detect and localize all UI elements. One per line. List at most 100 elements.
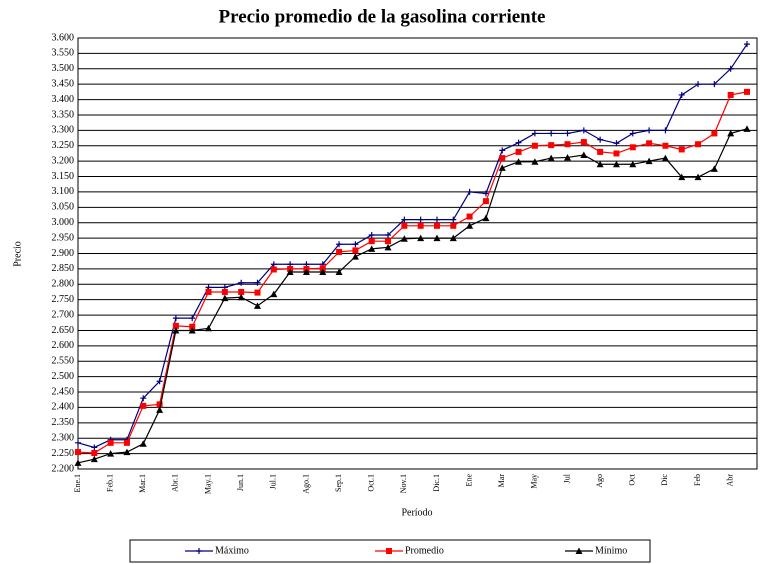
y-tick-label: 3.600	[52, 32, 75, 43]
point	[75, 449, 81, 456]
point	[205, 324, 213, 332]
point	[678, 91, 685, 98]
point	[368, 245, 376, 252]
point	[597, 148, 604, 155]
point	[140, 395, 147, 402]
point	[662, 127, 669, 134]
point	[286, 268, 294, 275]
point	[695, 141, 702, 148]
y-tick-label: 3.050	[52, 202, 75, 213]
x-tick-label: May.1	[203, 474, 212, 494]
point	[499, 147, 506, 154]
point	[548, 130, 555, 137]
y-tick-label: 2.350	[52, 417, 75, 428]
y-tick-label: 3.000	[52, 217, 75, 228]
point	[596, 160, 604, 168]
x-tick-label: Oct	[628, 473, 637, 485]
point	[352, 241, 359, 248]
point	[400, 235, 408, 242]
point	[254, 279, 261, 286]
point	[449, 234, 457, 242]
point	[91, 449, 98, 456]
point	[744, 41, 750, 48]
y-tick-label: 3.300	[52, 125, 75, 136]
point	[564, 153, 572, 161]
point	[238, 279, 245, 286]
point	[629, 160, 637, 168]
y-tick-label: 2.900	[52, 248, 75, 259]
point	[515, 139, 522, 146]
chart-title: Precio promedio de la gasolina corriente	[219, 6, 546, 27]
point	[254, 289, 261, 296]
point	[319, 268, 327, 275]
y-tick-label: 3.200	[52, 155, 75, 166]
x-tick-label: Nov.1	[399, 474, 408, 493]
y-tick-label: 2.850	[52, 263, 75, 274]
point	[498, 164, 506, 171]
point	[482, 198, 489, 205]
y-tick-label: 3.450	[52, 78, 75, 89]
point	[270, 261, 277, 268]
point	[646, 127, 653, 134]
point	[678, 173, 686, 181]
plot-frame	[77, 37, 758, 470]
legend-marker	[386, 548, 392, 554]
y-tick-label: 3.550	[52, 48, 75, 59]
series-line	[77, 43, 748, 449]
point	[172, 326, 180, 334]
y-tick-label: 2.800	[52, 279, 75, 290]
point	[172, 315, 179, 322]
point	[270, 290, 278, 298]
point	[466, 213, 473, 220]
point	[564, 141, 571, 148]
point	[661, 154, 669, 162]
point	[238, 288, 245, 295]
x-axis-label: Período	[401, 507, 432, 518]
point	[499, 155, 506, 162]
point	[75, 439, 81, 446]
point	[711, 130, 718, 137]
y-tick-label: 2.200	[52, 463, 75, 474]
point	[302, 268, 310, 275]
point	[580, 127, 587, 134]
y-tick-label: 2.650	[52, 325, 75, 336]
legend-label: Mínimo	[595, 545, 627, 556]
point	[188, 326, 196, 334]
y-tick-label: 2.400	[52, 402, 75, 413]
point	[727, 91, 734, 98]
x-tick-label: Ago	[595, 474, 604, 488]
y-axis-label: Precio	[12, 241, 23, 267]
point	[139, 440, 147, 447]
x-tick-label: Jul.1	[269, 474, 278, 489]
point	[629, 130, 636, 137]
legend-marker	[575, 547, 583, 554]
point	[727, 65, 734, 72]
point	[172, 322, 179, 329]
point	[384, 243, 392, 251]
point	[352, 247, 359, 254]
x-tick-label: Feb.1	[105, 474, 114, 492]
point	[156, 406, 164, 413]
y-tick-label: 2.700	[52, 309, 75, 320]
x-tick-label: Mar.1	[138, 474, 147, 493]
point	[547, 154, 555, 162]
point	[482, 214, 490, 222]
point	[417, 216, 424, 223]
x-tick-label: Sep.1	[334, 474, 343, 492]
point	[205, 288, 212, 295]
point	[613, 140, 620, 147]
point	[351, 253, 359, 260]
point	[450, 216, 457, 223]
point	[368, 238, 375, 245]
point	[385, 238, 392, 245]
y-tick-label: 2.550	[52, 356, 75, 367]
x-tick-label: Dic	[660, 474, 669, 486]
x-tick-label: May	[530, 474, 539, 489]
x-tick-label: Ene.1	[73, 474, 82, 492]
point	[727, 129, 735, 137]
point	[482, 190, 489, 197]
point	[237, 293, 245, 301]
y-tick-label: 3.100	[52, 186, 75, 197]
y-tick-label: 2.750	[52, 294, 75, 305]
point	[401, 216, 408, 223]
